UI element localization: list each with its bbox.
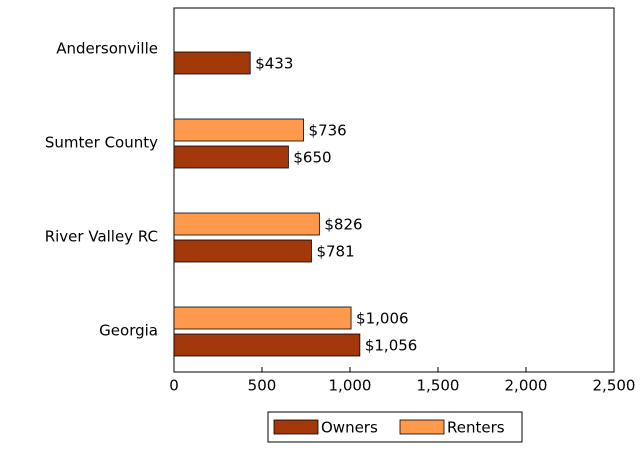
value-label: $650 bbox=[293, 149, 331, 167]
bar bbox=[173, 333, 361, 357]
y-tick-label: River Valley RC bbox=[45, 228, 158, 246]
legend-label: Owners bbox=[321, 419, 378, 437]
plot-frame bbox=[173, 7, 615, 373]
x-tick-label: 1,000 bbox=[329, 377, 372, 395]
bar bbox=[173, 306, 352, 330]
bar bbox=[173, 212, 320, 236]
bar bbox=[173, 239, 312, 263]
value-label: $826 bbox=[324, 216, 362, 234]
value-label: $1,056 bbox=[365, 337, 418, 355]
legend-swatch bbox=[399, 419, 445, 435]
legend-swatch bbox=[273, 419, 319, 435]
x-tick-label: 500 bbox=[248, 377, 277, 395]
y-tick-label: Sumter County bbox=[45, 134, 158, 152]
y-tick-label: Andersonville bbox=[56, 40, 158, 58]
value-label: $781 bbox=[316, 243, 354, 261]
x-tick-label: 1,500 bbox=[417, 377, 460, 395]
bar bbox=[173, 51, 251, 75]
legend-label: Renters bbox=[447, 419, 505, 437]
x-tick-label: 2,500 bbox=[593, 377, 636, 395]
bar bbox=[173, 145, 289, 169]
y-tick-label: Georgia bbox=[99, 322, 158, 340]
value-label: $736 bbox=[309, 122, 347, 140]
value-label: $433 bbox=[255, 55, 293, 73]
value-label: $1,006 bbox=[356, 310, 409, 328]
x-tick-label: 0 bbox=[169, 377, 179, 395]
bar bbox=[173, 118, 304, 142]
x-tick-label: 2,000 bbox=[505, 377, 548, 395]
